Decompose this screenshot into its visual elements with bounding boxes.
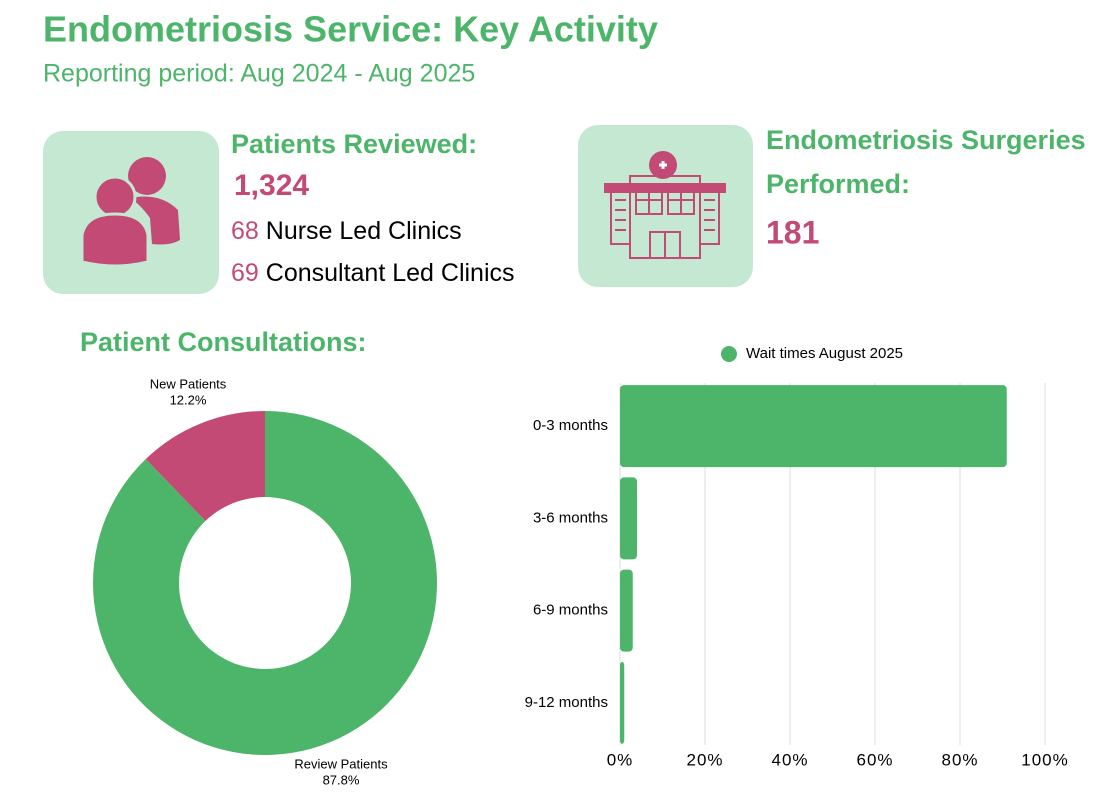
slice-value: 87.8%: [323, 772, 360, 787]
x-tick-label: 40%: [771, 750, 808, 769]
breakdown-row: 68 Nurse Led Clinics: [231, 217, 462, 245]
y-tick-label: 3-6 months: [533, 509, 608, 526]
breakdown-label: Nurse Led Clinics: [266, 217, 462, 245]
legend-marker: [721, 346, 737, 362]
subtitle: Reporting period: Aug 2024 - Aug 2025: [43, 60, 475, 88]
hospital-icon: [604, 151, 726, 259]
breakdown-row: 69 Consultant Led Clinics: [231, 259, 515, 287]
bar: [620, 661, 625, 744]
y-tick-label: 9-12 months: [525, 694, 608, 711]
slice-label: Review Patients: [294, 756, 388, 771]
bar: [620, 569, 633, 652]
x-tick-label: 100%: [1021, 750, 1068, 769]
icon-box: [578, 125, 753, 287]
people-icon: [80, 157, 180, 268]
x-tick-label: 0%: [607, 750, 634, 769]
title: Endometriosis Service: Key Activity: [43, 9, 658, 50]
x-tick-label: 60%: [856, 750, 893, 769]
y-tick-label: 6-9 months: [533, 602, 608, 619]
breakdown-value: 69: [231, 259, 259, 287]
pie-slice: [93, 411, 438, 755]
stat-label: Patients Reviewed:: [231, 129, 477, 159]
legend-label: Wait times August 2025: [746, 345, 903, 362]
icon-box: [43, 131, 219, 294]
breakdown-value: 68: [231, 217, 259, 245]
slice-value: 12.2%: [170, 392, 207, 407]
stat-label: Endometriosis Surgeries Performed:: [766, 125, 1086, 199]
slice-label: New Patients: [150, 376, 227, 391]
x-tick-label: 80%: [941, 750, 978, 769]
bar: [620, 385, 1007, 468]
y-tick-label: 0-3 months: [533, 417, 608, 434]
x-tick-label: 20%: [686, 750, 723, 769]
stat-value: 1,324: [234, 169, 309, 202]
stat-value: 181: [766, 214, 819, 250]
bar: [620, 477, 637, 560]
chart-title: Patient Consultations:: [80, 327, 367, 357]
breakdown-label: Consultant Led Clinics: [266, 259, 515, 287]
pie-slice: [145, 411, 265, 522]
